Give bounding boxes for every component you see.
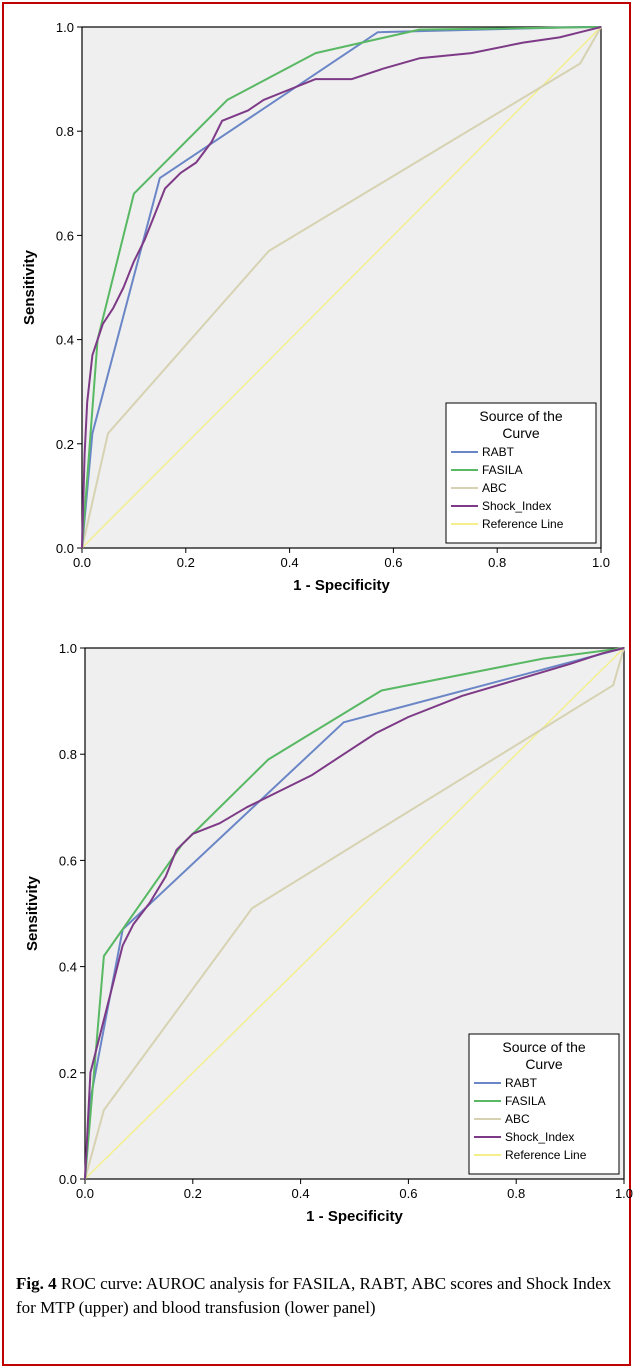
x-tick-label: 0.0 (76, 1186, 94, 1201)
x-tick-label: 0.6 (399, 1186, 417, 1201)
y-tick-label: 0.6 (59, 853, 77, 868)
legend-item-rabt: RABT (482, 445, 515, 459)
series-line-abc (81, 26, 602, 549)
x-axis-label: 1 - Specificity (293, 577, 390, 594)
y-tick-label: 0.0 (59, 1172, 77, 1187)
legend-item-fasila: FASILA (505, 1094, 546, 1108)
x-tick-label: 1.0 (615, 1186, 633, 1201)
legend-item-abc: ABC (505, 1112, 530, 1126)
figure-caption: Fig. 4 ROC curve: AUROC analysis for FAS… (16, 1272, 616, 1320)
legend-item-fasila: FASILA (482, 463, 523, 477)
legend-item-reference-line: Reference Line (505, 1148, 587, 1162)
roc-chart-lower: 0.0 0.2 0.4 0.6 0.8 1.0 0.0 0.2 0.4 0.6 0.8 1.0 1 - … (24, 641, 633, 1225)
legend-box (468, 1033, 620, 1175)
legend-title: Curve (502, 425, 540, 441)
y-tick-label: 0.0 (56, 541, 74, 556)
caption-text: ROC curve: AUROC analysis for FASILA, RA… (16, 1274, 612, 1317)
roc-chart-upper: 0.0 0.2 0.4 0.6 0.8 1.0 0.0 0.2 0.4 0.6 0.8 1.0 1 - … (21, 20, 610, 594)
y-tick-label: 0.8 (59, 747, 77, 762)
x-axis-label: 1 - Specificity (306, 1208, 403, 1225)
series-line-reference-line (84, 647, 625, 1180)
x-tick-label: 0.2 (184, 1186, 202, 1201)
legend-title: Curve (525, 1056, 563, 1072)
y-tick-label: 0.8 (56, 124, 74, 139)
y-tick-label: 1.0 (56, 20, 74, 35)
legend-item-shock-index: Shock_Index (482, 499, 551, 513)
series-line-shock-index (84, 647, 625, 1180)
x-tick-label: 1.0 (592, 555, 610, 570)
x-tick-label: 0.6 (384, 555, 402, 570)
y-tick-label: 0.2 (59, 1066, 77, 1081)
legend-item-shock-index: Shock_Index (505, 1130, 574, 1144)
x-tick-label: 0.8 (488, 555, 506, 570)
series-line-fasila (84, 647, 625, 1180)
legend-title: Source of the (479, 408, 562, 424)
y-tick-label: 0.2 (56, 437, 74, 452)
x-tick-label: 0.8 (507, 1186, 525, 1201)
series-line-shock-index (81, 26, 602, 549)
y-tick-label: 0.4 (59, 960, 77, 975)
legend-title: Source of the (502, 1039, 585, 1055)
caption-label: Fig. 4 (16, 1274, 57, 1293)
legend-item-rabt: RABT (505, 1076, 538, 1090)
legend-box (445, 402, 597, 544)
y-axis-label: Sensitivity (21, 249, 38, 325)
y-axis-label: Sensitivity (24, 875, 41, 951)
legend-item-abc: ABC (482, 481, 507, 495)
x-tick-label: 0.4 (292, 1186, 310, 1201)
y-tick-label: 0.6 (56, 228, 74, 243)
y-tick-label: 0.4 (56, 333, 74, 348)
series-line-reference-line (81, 26, 602, 549)
x-tick-label: 0.0 (73, 555, 91, 570)
series-line-abc (84, 647, 625, 1180)
x-tick-label: 0.4 (281, 555, 299, 570)
x-tick-label: 0.2 (177, 555, 195, 570)
legend-item-reference-line: Reference Line (482, 517, 564, 531)
y-tick-label: 1.0 (59, 641, 77, 656)
